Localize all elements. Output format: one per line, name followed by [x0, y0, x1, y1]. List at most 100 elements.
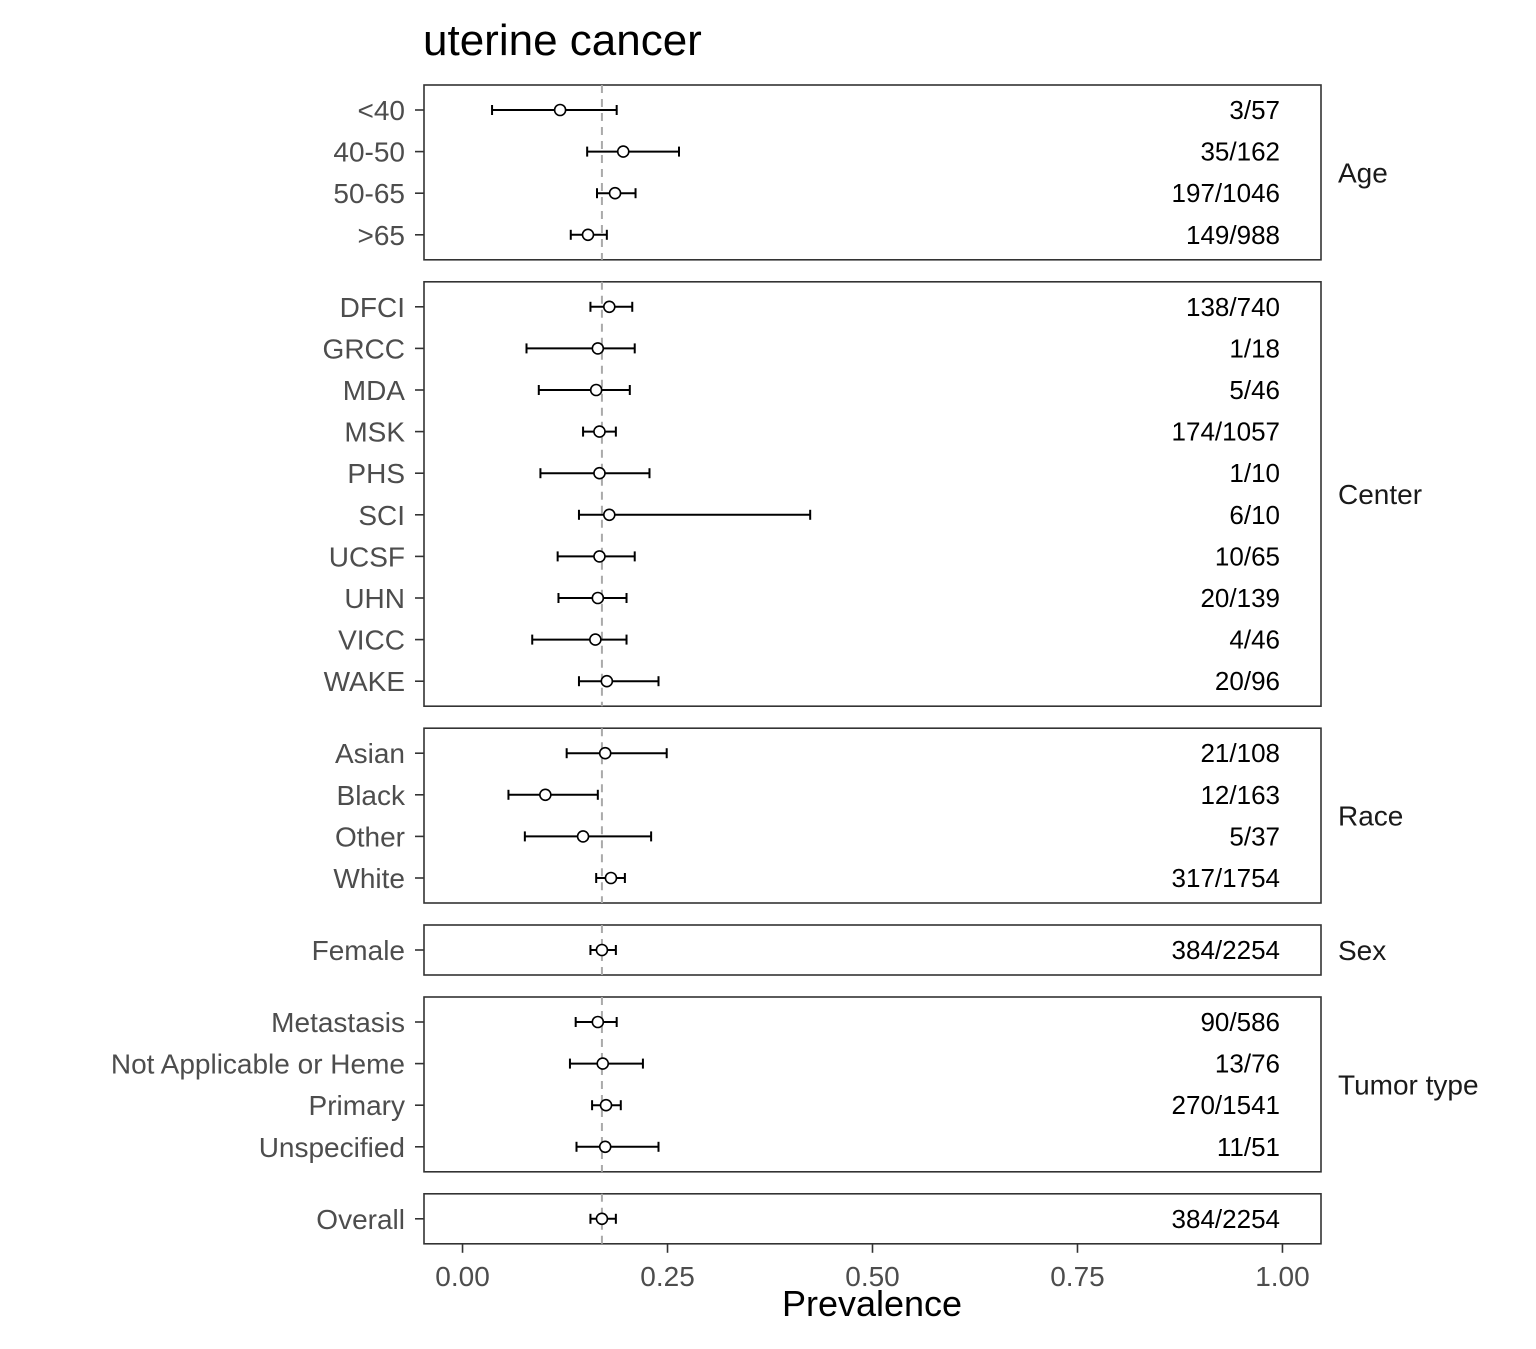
- count-label: 12/163: [1200, 780, 1280, 810]
- panel: Overall 384/2254: [316, 1193, 1322, 1245]
- panel-border: [423, 84, 1322, 261]
- point-estimate: [604, 871, 618, 885]
- forest-row: VICC 4/46: [338, 625, 1280, 656]
- panel: Metastasis 90/586 Not Applicable or Heme 13…: [111, 996, 1479, 1173]
- point-estimate: [599, 1098, 613, 1112]
- y-tick-label: UCSF: [329, 541, 405, 572]
- y-tick-label: White: [333, 863, 405, 894]
- forest-row: Asian 21/108: [335, 738, 1280, 769]
- x-tick-label: 0.50: [845, 1261, 900, 1292]
- count-label: 5/37: [1229, 821, 1280, 851]
- panel-border: [423, 280, 1322, 707]
- forest-row: DFCI 138/740: [340, 292, 1280, 323]
- count-label: 10/65: [1215, 541, 1280, 571]
- point-estimate: [603, 508, 616, 522]
- panel: Asian 21/108 Black 12/163 Other 5/37 White 317/…: [333, 727, 1403, 904]
- y-tick-label: GRCC: [323, 333, 405, 364]
- point-estimate: [576, 830, 590, 843]
- y-tick-label: 50-65: [333, 178, 405, 209]
- count-label: 20/139: [1200, 583, 1280, 613]
- count-label: 13/76: [1215, 1049, 1280, 1079]
- y-tick-label: Female: [312, 935, 405, 966]
- y-tick-label: <40: [358, 95, 406, 126]
- forest-row: Primary 270/1541: [309, 1090, 1280, 1121]
- count-label: 317/1754: [1172, 863, 1280, 893]
- count-label: 6/10: [1229, 500, 1280, 530]
- count-label: 90/586: [1200, 1007, 1280, 1037]
- panel: DFCI 138/740 GRCC 1/18 MDA 5/46 MSK 174/1057 PHS…: [323, 280, 1422, 707]
- forest-row: MSK 174/1057: [344, 417, 1280, 448]
- count-label: 270/1541: [1172, 1090, 1280, 1120]
- forest-row: Unspecified 11/51: [259, 1132, 1280, 1163]
- point-estimate: [591, 1015, 605, 1029]
- point-estimate: [553, 103, 567, 117]
- panel-border: [423, 727, 1322, 904]
- point-estimate: [589, 383, 603, 397]
- count-label: 5/46: [1229, 375, 1280, 405]
- y-tick-label: Metastasis: [271, 1007, 405, 1038]
- forest-row: Female 384/2254: [312, 935, 1280, 966]
- y-tick-label: Asian: [335, 738, 405, 769]
- forest-row: Other 5/37: [335, 821, 1280, 852]
- count-label: 1/10: [1229, 458, 1280, 488]
- forest-row: Black 12/163: [337, 780, 1280, 811]
- point-estimate: [589, 633, 602, 646]
- point-estimate: [598, 746, 612, 760]
- x-axis: 0.00 0.25 0.50 0.75 1.00: [435, 1243, 1310, 1292]
- panel: Female 384/2254 Sex: [312, 924, 1386, 976]
- forest-row: UCSF 10/65: [329, 541, 1280, 572]
- y-tick-label: PHS: [347, 458, 405, 489]
- y-tick-label: 40-50: [333, 137, 405, 168]
- forest-row: MDA 5/46: [343, 375, 1280, 406]
- panel-strip-label: Center: [1338, 479, 1422, 510]
- count-label: 174/1057: [1172, 417, 1280, 447]
- y-tick-label: UHN: [344, 583, 405, 614]
- point-estimate: [595, 943, 609, 957]
- forest-row: GRCC 1/18: [323, 333, 1280, 364]
- forest-row: Overall 384/2254: [316, 1204, 1280, 1235]
- count-label: 197/1046: [1172, 178, 1280, 208]
- panel-border: [423, 996, 1322, 1173]
- count-label: 21/108: [1200, 738, 1280, 768]
- point-estimate: [539, 788, 552, 802]
- point-estimate: [608, 186, 622, 200]
- panel: <40 3/57 40-50 35/162 50-65 197/1046 >65 149/98…: [333, 84, 1388, 261]
- y-tick-label: Unspecified: [259, 1132, 405, 1163]
- point-estimate: [616, 145, 630, 158]
- point-estimate: [591, 342, 605, 355]
- y-tick-label: WAKE: [324, 666, 405, 697]
- count-label: 384/2254: [1172, 935, 1280, 965]
- y-tick-label: Black: [337, 780, 406, 811]
- count-label: 1/18: [1229, 333, 1280, 363]
- forest-row: >65 149/988: [358, 220, 1281, 251]
- count-label: 35/162: [1200, 137, 1280, 167]
- y-tick-label: Other: [335, 821, 405, 852]
- count-label: 384/2254: [1172, 1204, 1280, 1234]
- point-estimate: [596, 1057, 610, 1070]
- point-estimate: [581, 228, 595, 242]
- count-label: 4/46: [1229, 625, 1280, 655]
- forest-row: White 317/1754: [333, 863, 1280, 894]
- point-estimate: [593, 425, 606, 438]
- forest-row: Metastasis 90/586: [271, 1007, 1280, 1038]
- point-estimate: [593, 550, 606, 563]
- point-estimate: [595, 1212, 609, 1226]
- x-tick-label: 0.25: [640, 1261, 695, 1292]
- x-tick-label: 0.75: [1050, 1261, 1105, 1292]
- count-label: 138/740: [1186, 292, 1280, 322]
- y-tick-label: Not Applicable or Heme: [111, 1049, 405, 1080]
- chart-title: uterine cancer: [423, 16, 702, 65]
- point-estimate: [598, 1140, 612, 1154]
- point-estimate: [591, 591, 605, 605]
- forest-row: 50-65 197/1046: [333, 178, 1280, 209]
- panel-strip-label: Age: [1338, 157, 1388, 188]
- count-label: 20/96: [1215, 666, 1280, 696]
- y-tick-label: MDA: [343, 375, 406, 406]
- count-label: 149/988: [1186, 220, 1280, 250]
- panels: <40 3/57 40-50 35/162 50-65 197/1046 >65 149/98…: [111, 84, 1479, 1245]
- y-tick-label: >65: [358, 220, 406, 251]
- forest-row: WAKE 20/96: [324, 666, 1280, 697]
- point-estimate: [593, 466, 606, 480]
